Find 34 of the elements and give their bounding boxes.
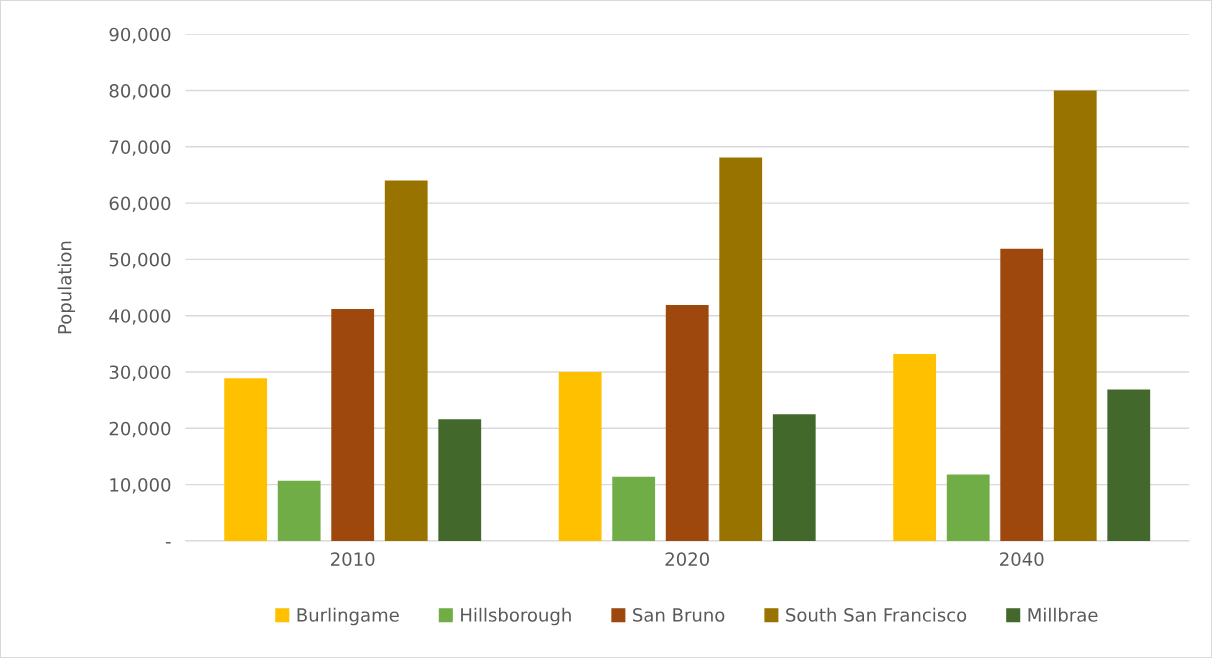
- bar: [893, 353, 937, 541]
- x-tick-label: 2010: [331, 552, 375, 566]
- bar: [946, 474, 990, 541]
- bar: [384, 180, 428, 541]
- y-tick-label: 20,000: [109, 421, 171, 438]
- bar: [1000, 248, 1044, 541]
- bar: [612, 476, 656, 541]
- bar: [1107, 389, 1151, 541]
- legend-label: Hillsborough: [461, 607, 571, 626]
- y-tick-label: 30,000: [109, 365, 171, 381]
- x-tick-label: 2020: [665, 552, 709, 566]
- y-axis-title: Population: [57, 241, 76, 334]
- bar: [438, 419, 482, 541]
- y-tick-label: 80,000: [109, 83, 171, 100]
- y-tick-label: 10,000: [110, 478, 171, 494]
- bar: [772, 414, 816, 541]
- bar: [665, 305, 709, 541]
- bar: [1053, 90, 1097, 541]
- bar: [719, 157, 763, 541]
- bar: [224, 378, 268, 541]
- y-tick-label: 90,000: [109, 27, 171, 44]
- bar: [558, 371, 602, 541]
- y-tick-label: -: [165, 542, 171, 544]
- y-tick-label: 50,000: [109, 252, 171, 269]
- legend-label: Burlingame: [297, 607, 399, 626]
- y-tick-label: 60,000: [109, 196, 171, 213]
- legend-label: San Bruno: [633, 608, 725, 622]
- x-tick-label: 2040: [1000, 552, 1044, 566]
- bar: [331, 308, 375, 541]
- legend-label: South San Francisco: [786, 607, 967, 622]
- legend-label: Millbrae: [1028, 607, 1098, 622]
- y-tick-label: 40,000: [109, 309, 171, 325]
- y-tick-label: 70,000: [109, 140, 171, 156]
- bar: [277, 480, 321, 541]
